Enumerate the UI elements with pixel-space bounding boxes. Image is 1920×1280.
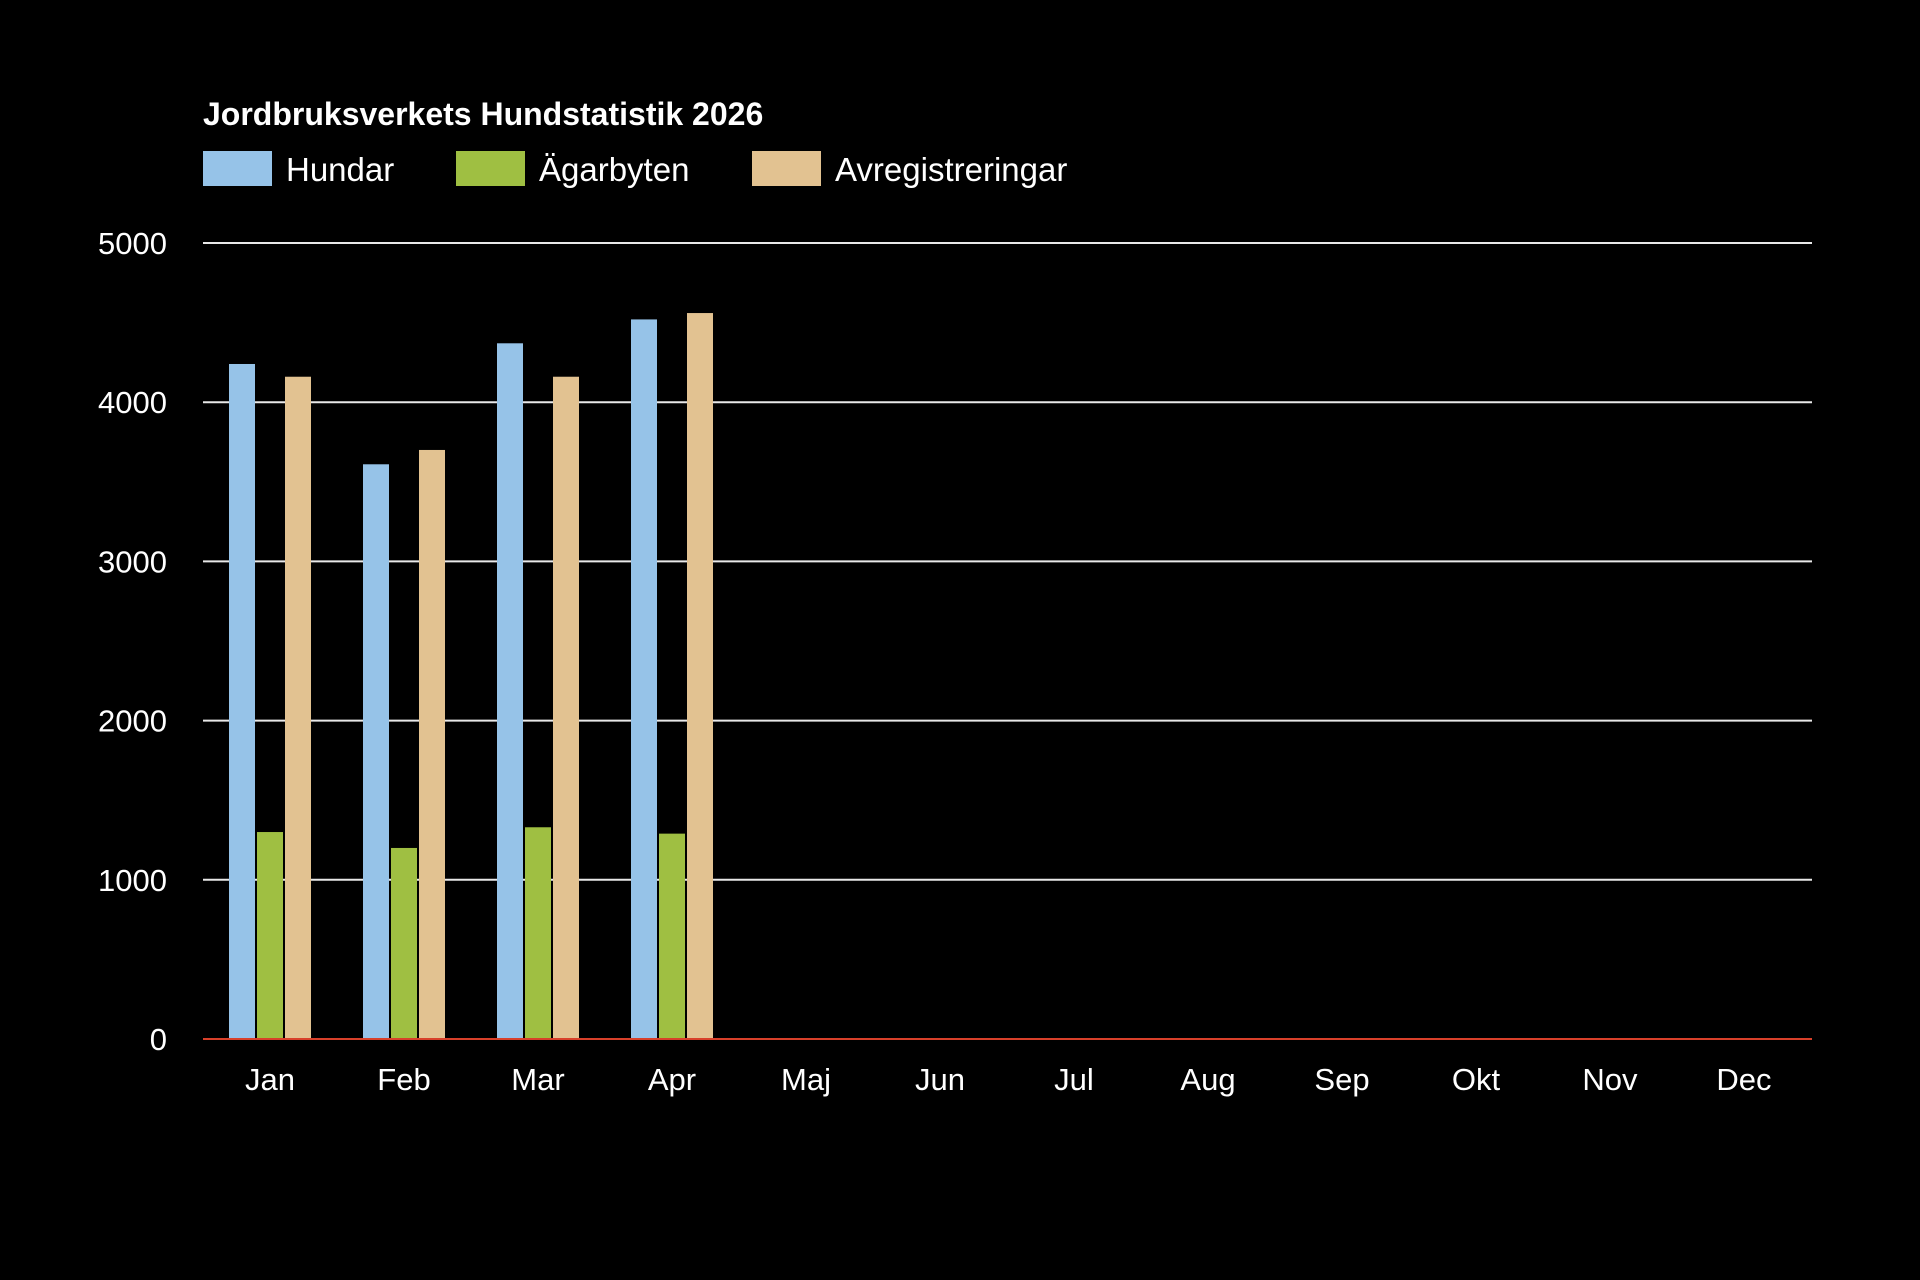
- bar-avregistreringar-jan: [285, 376, 311, 1039]
- chart-title: Jordbruksverkets Hundstatistik 2026: [203, 96, 763, 132]
- x-tick-label: Feb: [377, 1062, 430, 1097]
- legend-label: Ägarbyten: [539, 151, 689, 188]
- y-tick-label: 5000: [98, 226, 167, 261]
- x-tick-label: Jun: [915, 1062, 965, 1097]
- x-axis: Jan Feb Mar Apr Maj Jun Jul Aug Sep Okt Nov Dec: [245, 1062, 1772, 1097]
- y-tick-label: 3000: [98, 544, 167, 579]
- x-tick-label: Mar: [511, 1062, 564, 1097]
- x-tick-label: Apr: [648, 1062, 696, 1097]
- y-tick-label: 0: [150, 1022, 167, 1057]
- legend-swatch: [456, 151, 525, 186]
- legend-item: Ägarbyten: [456, 151, 689, 188]
- bar-ägarbyten-jan: [257, 832, 283, 1039]
- y-tick-label: 4000: [98, 385, 167, 420]
- x-tick-label: Okt: [1452, 1062, 1501, 1097]
- bar-hundar-jan: [229, 363, 255, 1039]
- x-tick-label: Maj: [781, 1062, 831, 1097]
- bar-hundar-apr: [631, 319, 657, 1039]
- bar-ägarbyten-feb: [391, 847, 417, 1039]
- bar-hundar-feb: [363, 464, 389, 1040]
- bars: [203, 313, 1812, 1040]
- legend-item: Hundar: [203, 151, 394, 188]
- x-tick-label: Sep: [1314, 1062, 1369, 1097]
- bar-ägarbyten-mar: [525, 827, 551, 1039]
- y-tick-label: 2000: [98, 704, 167, 739]
- bar-hundar-mar: [497, 343, 523, 1039]
- x-tick-label: Dec: [1716, 1062, 1771, 1097]
- x-tick-label: Jul: [1054, 1062, 1094, 1097]
- bar-avregistreringar-mar: [553, 376, 579, 1039]
- y-tick-label: 1000: [98, 863, 167, 898]
- x-tick-label: Aug: [1180, 1062, 1235, 1097]
- legend-swatch: [203, 151, 272, 186]
- bar-ägarbyten-apr: [659, 833, 685, 1039]
- x-tick-label: Nov: [1582, 1062, 1638, 1097]
- legend-label: Hundar: [286, 151, 394, 188]
- bar-avregistreringar-feb: [419, 449, 445, 1040]
- legend: Hundar Ägarbyten Avregistreringar: [203, 151, 1067, 188]
- legend-item: Avregistreringar: [752, 151, 1067, 188]
- x-tick-label: Jan: [245, 1062, 295, 1097]
- bar-avregistreringar-apr: [687, 313, 713, 1040]
- legend-label: Avregistreringar: [835, 151, 1067, 188]
- y-axis: 0 1000 2000 3000 4000 5000: [98, 226, 167, 1057]
- legend-swatch: [752, 151, 821, 186]
- grid: [203, 242, 1812, 881]
